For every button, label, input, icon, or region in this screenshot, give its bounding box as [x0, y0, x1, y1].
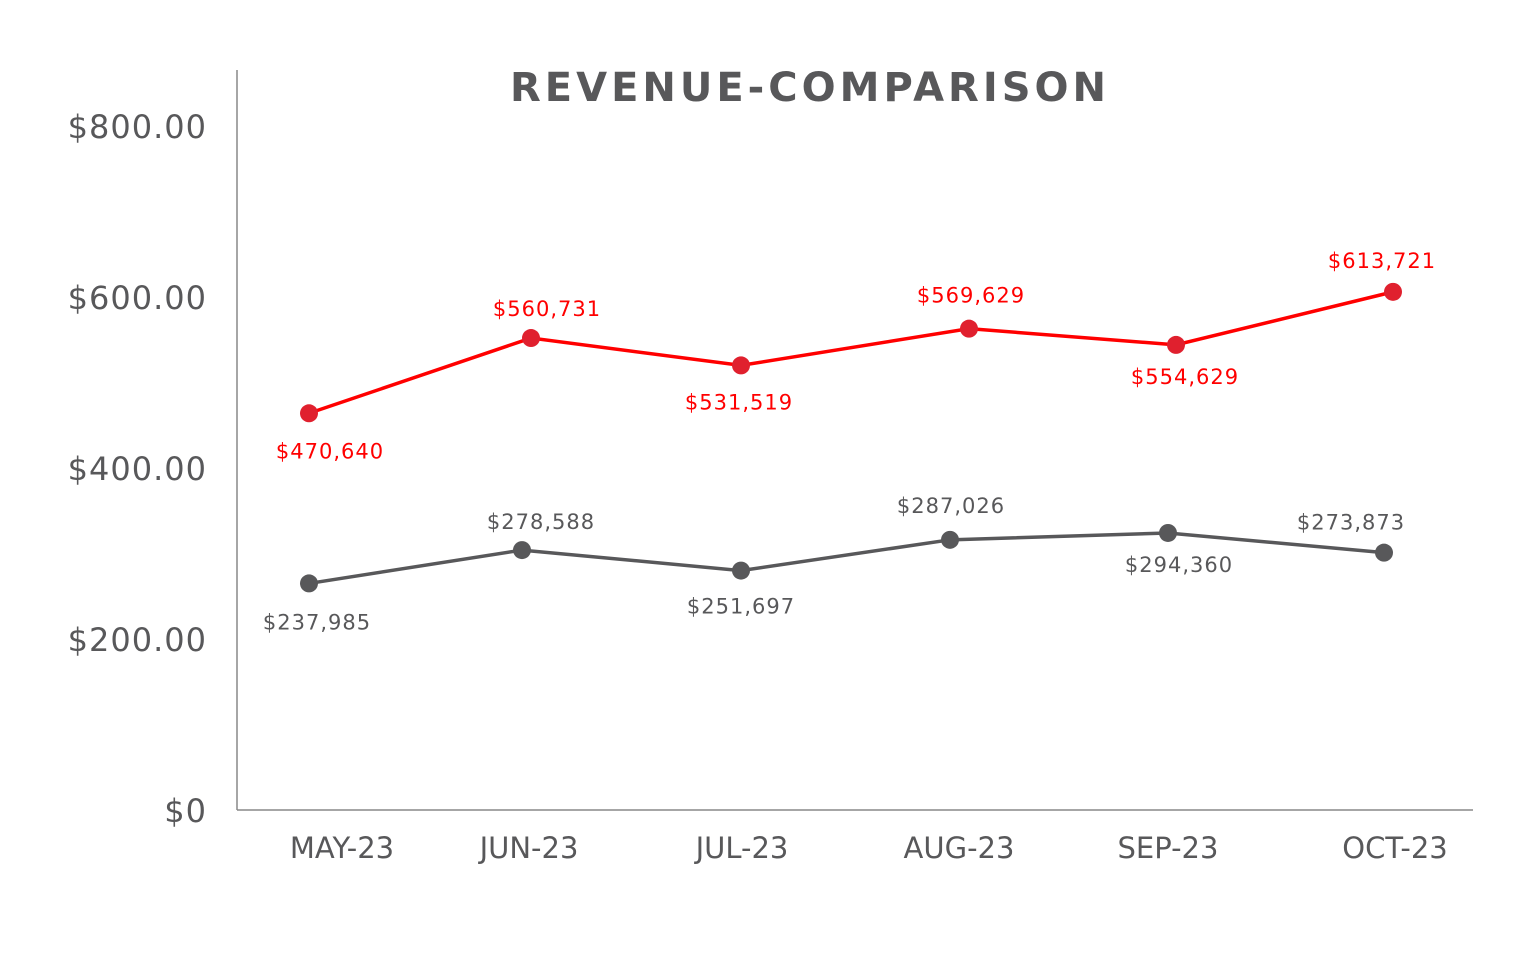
x-tick-label: JUN-23	[478, 831, 579, 865]
y-tick-label: $600.00	[68, 279, 207, 317]
data-point	[1167, 335, 1185, 354]
x-tick-label: AUG-23	[904, 831, 1015, 865]
series-0: $470,640 $560,731 $531,519 $569,629 $554,629…	[276, 249, 1436, 463]
data-point	[732, 356, 750, 375]
data-label: $287,026	[897, 494, 1005, 518]
data-label: $237,985	[263, 610, 371, 634]
data-label: $531,519	[685, 390, 793, 414]
data-label: $294,360	[1125, 553, 1233, 577]
series-1: $237,985 $278,588 $251,697 $287,026 $294,360…	[263, 494, 1405, 635]
y-tick-label: $800.00	[68, 108, 207, 146]
data-point	[941, 530, 959, 549]
data-label: $273,873	[1297, 511, 1405, 535]
data-point	[513, 541, 531, 560]
data-label: $470,640	[276, 439, 384, 463]
data-label: $569,629	[917, 284, 1025, 308]
data-label: $278,588	[487, 510, 595, 534]
data-label: $554,629	[1131, 365, 1239, 389]
series-line	[308, 290, 1394, 415]
y-tick-label: $400.00	[68, 450, 207, 488]
data-label: $251,697	[687, 595, 795, 619]
data-point	[522, 329, 540, 348]
series-line	[308, 531, 1385, 586]
data-point	[960, 319, 978, 338]
x-tick-label: JUL-23	[694, 831, 789, 865]
x-tick-label: MAY-23	[290, 831, 394, 865]
data-point	[1159, 523, 1177, 542]
y-tick-label: $200.00	[68, 621, 207, 659]
data-label: $560,731	[493, 297, 601, 321]
data-label: $613,721	[1328, 249, 1436, 273]
data-point	[300, 404, 318, 423]
x-tick-label: SEP-23	[1118, 831, 1219, 865]
data-point	[732, 561, 750, 580]
y-tick-label: $0	[164, 792, 207, 830]
data-point	[1384, 282, 1402, 301]
x-tick-label: OCT-23	[1342, 831, 1448, 865]
data-point	[300, 574, 318, 593]
data-point	[1375, 543, 1393, 562]
chart-title: REVENUE-COMPARISON	[510, 65, 1110, 111]
